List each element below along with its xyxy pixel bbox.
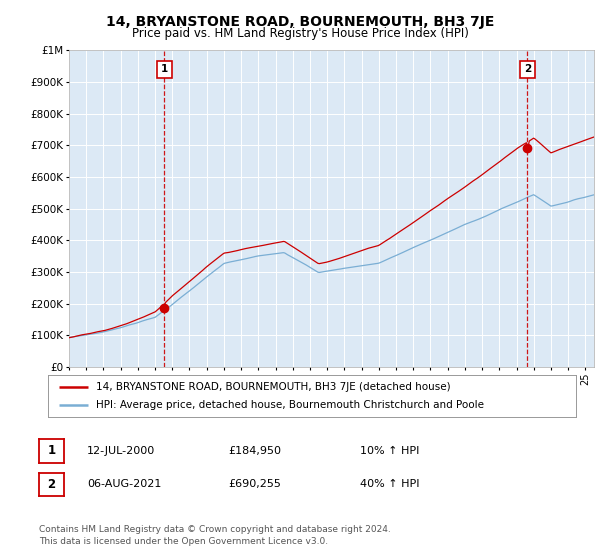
Text: 06-AUG-2021: 06-AUG-2021 (87, 479, 161, 489)
Text: This data is licensed under the Open Government Licence v3.0.: This data is licensed under the Open Gov… (39, 537, 328, 546)
Text: 2: 2 (47, 478, 56, 491)
Text: 12-JUL-2000: 12-JUL-2000 (87, 446, 155, 456)
Text: 2: 2 (524, 64, 531, 74)
Text: £690,255: £690,255 (228, 479, 281, 489)
Text: 1: 1 (47, 444, 56, 458)
Text: HPI: Average price, detached house, Bournemouth Christchurch and Poole: HPI: Average price, detached house, Bour… (95, 400, 484, 410)
Text: 14, BRYANSTONE ROAD, BOURNEMOUTH, BH3 7JE (detached house): 14, BRYANSTONE ROAD, BOURNEMOUTH, BH3 7J… (95, 382, 450, 392)
Text: 40% ↑ HPI: 40% ↑ HPI (360, 479, 419, 489)
Text: 10% ↑ HPI: 10% ↑ HPI (360, 446, 419, 456)
Text: Contains HM Land Registry data © Crown copyright and database right 2024.: Contains HM Land Registry data © Crown c… (39, 525, 391, 534)
Text: 1: 1 (161, 64, 168, 74)
Text: £184,950: £184,950 (228, 446, 281, 456)
Text: Price paid vs. HM Land Registry's House Price Index (HPI): Price paid vs. HM Land Registry's House … (131, 27, 469, 40)
Text: 14, BRYANSTONE ROAD, BOURNEMOUTH, BH3 7JE: 14, BRYANSTONE ROAD, BOURNEMOUTH, BH3 7J… (106, 15, 494, 29)
